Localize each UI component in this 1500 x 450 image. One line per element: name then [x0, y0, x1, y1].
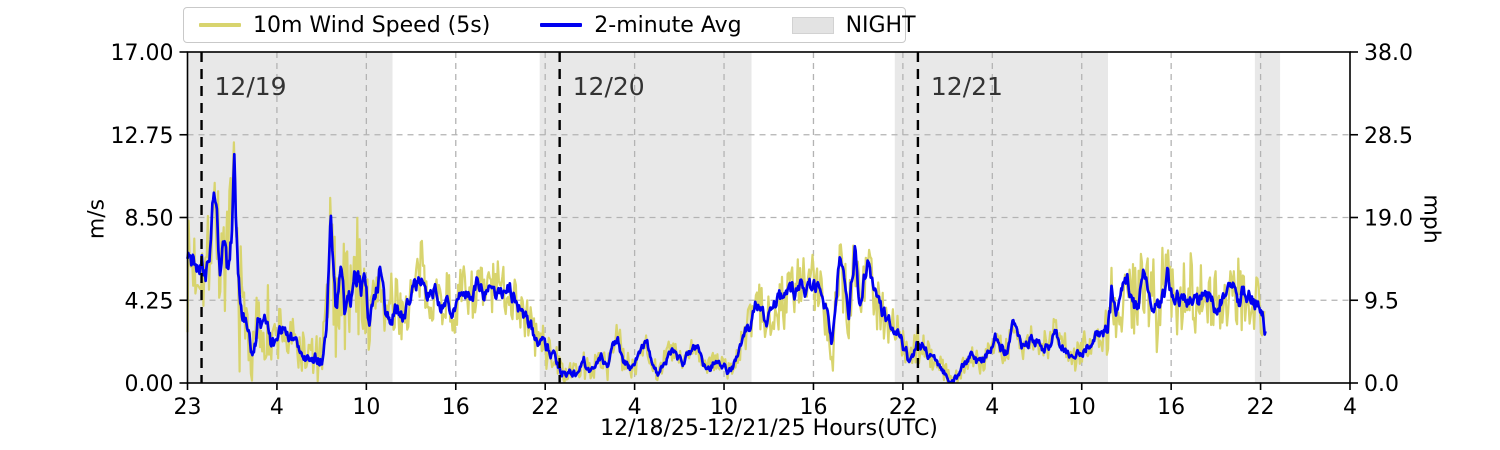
- legend-label-wind-5s: 10m Wind Speed (5s): [253, 12, 491, 38]
- x-tick-label: 4: [270, 395, 284, 420]
- y-tick-label-left: 4.25: [125, 289, 174, 314]
- avg-line-swatch: [540, 23, 583, 27]
- wind-5s-line-swatch: [199, 23, 241, 27]
- x-tick-label: 16: [799, 395, 827, 420]
- two-minute-avg-line: [186, 152, 1267, 384]
- legend-label-2min-avg: 2-minute Avg: [594, 12, 742, 38]
- x-tick-label: 16: [1157, 395, 1185, 420]
- y-tick-label-right: 19.0: [1364, 207, 1413, 232]
- x-tick-label: 10: [352, 395, 380, 420]
- y-tick-label-right: 9.5: [1364, 289, 1399, 314]
- y-tick-label-left: 0.00: [125, 372, 174, 397]
- x-tick-label: 22: [889, 395, 917, 420]
- y-tick-label-right: 28.5: [1364, 124, 1413, 149]
- date-annotation-12/21: 12/21: [931, 72, 1003, 101]
- night-patch-swatch: [791, 16, 834, 34]
- x-tick-label: 4: [628, 395, 642, 420]
- x-tick-label: 16: [442, 395, 470, 420]
- date-annotation-12/20: 12/20: [573, 72, 645, 101]
- y-tick-label-right: 0.0: [1364, 372, 1399, 397]
- y-tick-label-left: 12.75: [111, 124, 174, 149]
- x-tick-label: 10: [710, 395, 738, 420]
- date-annotation-12/19: 12/19: [215, 72, 287, 101]
- y-tick-label-left: 8.50: [125, 207, 174, 232]
- x-tick-label: 22: [531, 395, 559, 420]
- y-tick-label-right: 38.0: [1364, 41, 1413, 66]
- legend-item-2min-avg: 2-minute Avg: [540, 12, 742, 38]
- y-tick-label-left: 17.00: [111, 41, 174, 66]
- x-tick-label: 4: [985, 395, 999, 420]
- y-axis-label-right: mph: [1418, 194, 1444, 244]
- x-axis-label: 12/18/25-12/21/25 Hours(UTC): [600, 416, 938, 441]
- x-tick-label: 23: [174, 395, 202, 420]
- legend-item-night: NIGHT: [791, 12, 916, 38]
- legend-label-night: NIGHT: [845, 12, 916, 38]
- x-tick-label: 10: [1068, 395, 1096, 420]
- legend-item-wind-5s: 10m Wind Speed (5s): [199, 13, 490, 38]
- x-tick-label: 4: [1343, 395, 1357, 420]
- chart-legend: 10m Wind Speed (5s) 2-minute Avg NIGHT: [183, 7, 916, 43]
- x-tick-label: 22: [1247, 395, 1275, 420]
- y-axis-label-left: m/s: [84, 198, 110, 240]
